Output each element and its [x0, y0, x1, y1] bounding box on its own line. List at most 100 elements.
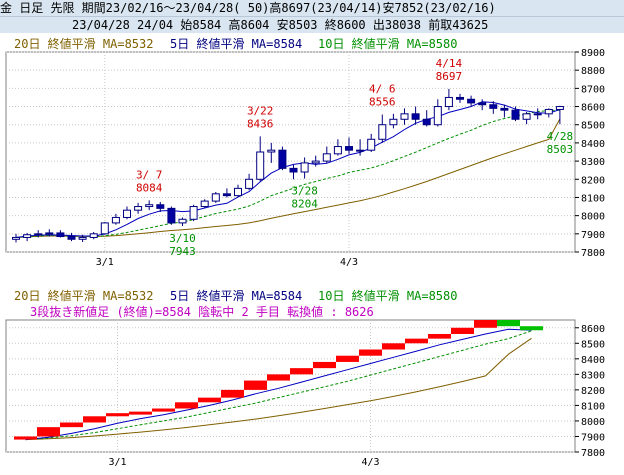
annotation-price: 8436 [247, 117, 274, 130]
header-line-1: 金 日足 先限 期間23/02/16～23/04/28( 50)高8697(23… [0, 0, 624, 17]
candle-body [300, 162, 309, 173]
bot-plot-area [5, 319, 576, 453]
annotation-date: 4/28 [547, 130, 574, 143]
header-line-2: 23/04/28 24/04 始8584 高8604 安8503 終8600 出… [0, 17, 624, 33]
candle-body [211, 193, 220, 202]
kagi-brick [313, 361, 336, 369]
top-ytick-label: 8300 [581, 157, 605, 168]
candle-body [378, 124, 387, 140]
top-plot-area [5, 51, 576, 253]
kagi-status: 3段抜き新値足 (終値)=8584 陰転中 2 手目 転換値 : 8626 [30, 304, 374, 319]
candle-body [389, 118, 398, 126]
candle-body [500, 107, 509, 111]
candle-body [433, 106, 442, 126]
kagi-brick [221, 389, 244, 398]
candle-body [456, 96, 464, 100]
annotation-date: 3/10 [169, 232, 196, 245]
kagi-brick [198, 397, 221, 403]
kagi-brick [336, 355, 359, 362]
candle-body [533, 113, 542, 116]
kagi-brick [152, 408, 175, 412]
kagi-brick [405, 338, 428, 344]
candle-body [12, 236, 20, 240]
candle-body [367, 138, 376, 151]
bot-xtick-label: 3/1 [108, 457, 126, 468]
ma5-legend: 5日 終値平滑 MA=8584 [170, 36, 302, 51]
kagi-brick [428, 333, 451, 339]
candle-body [45, 232, 54, 235]
bot-ytick-label: 8000 [581, 417, 605, 428]
kagi-brick [359, 349, 382, 356]
bot-xtick-label: 4/3 [361, 457, 379, 468]
kagi-ma5-line [25, 328, 532, 441]
period-summary: 金 日足 先限 期間23/02/16～23/04/28( 50)高8697(23… [0, 1, 496, 15]
candle-body [167, 207, 176, 224]
top-xtick-label: 4/3 [340, 257, 358, 268]
ma20-line [15, 118, 561, 238]
bot-ytick-label: 7800 [581, 448, 605, 459]
bot-ytick-label: 8400 [581, 355, 605, 366]
top-ytick-label: 8200 [581, 175, 605, 186]
ma5-legend-2: 5日 終値平滑 MA=8584 [170, 288, 302, 303]
kagi-brick [290, 368, 313, 375]
candle-body [356, 149, 365, 152]
candle-body [56, 232, 65, 238]
annotation-price: 7943 [169, 245, 196, 258]
kagi-panel: 7800 7900 8000 8100 8200 8300 8400 8500 8600 3/1 4… [5, 319, 605, 468]
kagi-brick [129, 411, 152, 415]
kagi-brick [83, 416, 106, 423]
candle-body [256, 151, 265, 180]
bot-ytick-label: 7900 [581, 432, 605, 443]
candle-body [289, 167, 298, 173]
candle-body [156, 204, 165, 209]
candle-body [555, 106, 564, 110]
candle-body [89, 233, 98, 238]
candle-body [278, 149, 287, 169]
kagi-brick [497, 320, 520, 327]
candle-body [178, 218, 187, 224]
candle-body [267, 149, 276, 153]
candle-body [400, 113, 409, 120]
ma10-legend: 10日 終値平滑 MA=8580 [318, 36, 457, 51]
candle-body [522, 113, 531, 120]
candle-body [111, 216, 120, 224]
candle-body [34, 233, 43, 236]
candle-body [411, 113, 420, 120]
candle-body [222, 193, 231, 197]
top-ytick-label: 8700 [581, 84, 605, 95]
candle-body [345, 146, 353, 151]
ma10-legend-2: 10日 終値平滑 MA=8580 [318, 288, 457, 303]
top-ytick-label: 8000 [581, 212, 605, 223]
candle-body [489, 104, 498, 109]
candle-body [311, 160, 320, 164]
kagi-brick [451, 327, 474, 334]
ma10-line [15, 109, 560, 238]
top-ytick-label: 7800 [581, 248, 605, 259]
candle-body [234, 187, 242, 197]
candle-body [322, 153, 331, 162]
annotation-price: 8204 [291, 198, 318, 211]
kagi-brick [520, 326, 543, 331]
kagi-brick [14, 436, 37, 440]
kagi-brick [60, 422, 83, 428]
kagi-brick [474, 320, 497, 328]
kagi-ma20-line [25, 337, 532, 441]
ma20-legend: 20日 終値平滑 MA=8532 [14, 36, 153, 51]
candle-body [478, 102, 487, 106]
annotation-price: 8084 [136, 181, 163, 194]
kagi-ma10-line [25, 330, 532, 441]
candle-body [78, 236, 87, 240]
candle-body [200, 200, 209, 208]
latest-quote: 23/04/28 24/04 始8584 高8604 安8503 終8600 出… [72, 18, 489, 32]
top-ytick-label: 8600 [581, 103, 605, 114]
kagi-brick [382, 343, 405, 350]
candle-body [67, 236, 76, 240]
candle-body [145, 204, 154, 208]
candle-body [245, 178, 254, 189]
bot-ytick-label: 8600 [581, 324, 605, 335]
kagi-brick [267, 374, 290, 381]
top-ytick-label: 8400 [581, 139, 605, 150]
bot-ytick-label: 8500 [581, 339, 605, 350]
kagi-brick [37, 427, 60, 437]
